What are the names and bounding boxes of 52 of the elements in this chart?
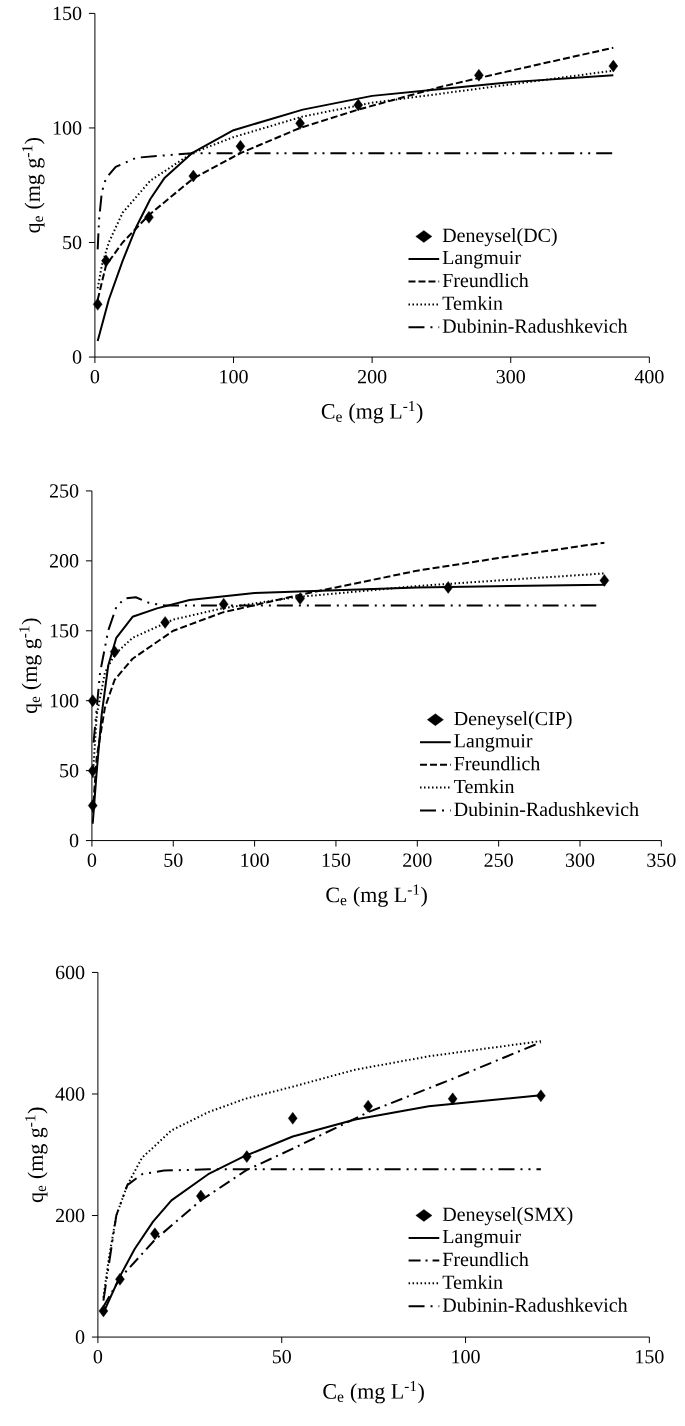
legend-label: Temkin bbox=[453, 779, 515, 794]
legend-label: Dubinin-Radushkevich bbox=[442, 1297, 628, 1312]
y-tick-label: 50 bbox=[63, 235, 82, 250]
y-tick-label: 100 bbox=[53, 121, 82, 135]
y-tick-label: 150 bbox=[53, 6, 82, 21]
legend-label: Langmuir bbox=[442, 250, 521, 269]
y-tick-label: 200 bbox=[55, 1208, 85, 1223]
x-axis-title: C$_{e}$ (mg L$^{-1}$) bbox=[321, 400, 423, 424]
legend-label: Freundlich bbox=[442, 1252, 529, 1267]
legend-label: Deneysel(DC) bbox=[442, 228, 557, 247]
legend-label: Freundlich bbox=[454, 756, 540, 771]
y-axis-title: q$_{e}$ (mg g$^{-1}$) bbox=[21, 138, 45, 233]
x-tick-label: 200 bbox=[357, 369, 387, 384]
y-tick-label: 0 bbox=[75, 1330, 85, 1344]
x-axis-title: C$_{e}$ (mg L$^{-1}$) bbox=[326, 884, 427, 907]
y-tick-label: 50 bbox=[60, 763, 79, 778]
x-tick-label: 0 bbox=[90, 369, 99, 384]
y-tick-label: 0 bbox=[72, 350, 82, 364]
x-tick-label: 250 bbox=[484, 853, 513, 867]
y-tick-label: 250 bbox=[49, 484, 79, 498]
y-axis-title: q$_{e}$ (mg g$^{-1}$) bbox=[18, 618, 42, 714]
y-tick-label: 0 bbox=[69, 833, 79, 848]
legend-label: Deneysel(SMX) bbox=[442, 1207, 573, 1226]
x-tick-label: 0 bbox=[93, 1349, 102, 1364]
y-tick-label: 400 bbox=[55, 1087, 85, 1101]
x-tick-label: 100 bbox=[220, 369, 248, 384]
legend-label: Dubinin-Radushkevich bbox=[442, 318, 628, 333]
legend-label: Langmuir bbox=[442, 1229, 521, 1248]
x-tick-label: 200 bbox=[403, 853, 432, 867]
x-tick-label: 300 bbox=[496, 369, 525, 384]
y-tick-label: 600 bbox=[55, 965, 85, 980]
y-tick-label: 200 bbox=[49, 554, 79, 568]
x-tick-label: 300 bbox=[565, 853, 595, 867]
x-tick-label: 50 bbox=[164, 853, 183, 867]
x-tick-label: 100 bbox=[452, 1349, 480, 1364]
x-tick-label: 0 bbox=[87, 853, 96, 867]
legend-label: Freundlich bbox=[442, 273, 529, 288]
y-axis-title: q$_{e}$ (mg g$^{-1}$) bbox=[24, 1107, 48, 1203]
y-tick-label: 100 bbox=[50, 693, 79, 708]
x-tick-label: 350 bbox=[647, 853, 676, 867]
x-tick-label: 50 bbox=[272, 1349, 291, 1364]
x-tick-label: 150 bbox=[322, 853, 351, 867]
x-tick-label: 150 bbox=[635, 1349, 664, 1364]
legend-label: Temkin bbox=[442, 295, 503, 311]
x-tick-label: 100 bbox=[241, 853, 269, 867]
x-axis-title: C$_{e}$ (mg L$^{-1}$) bbox=[323, 1380, 424, 1404]
legend-label: Dubinin-Radushkevich bbox=[454, 802, 639, 817]
legend-label: Temkin bbox=[442, 1274, 503, 1289]
x-tick-label: 400 bbox=[634, 369, 664, 384]
y-tick-label: 150 bbox=[50, 624, 79, 638]
legend-label: Deneysel(CIP) bbox=[454, 711, 572, 730]
legend-label: Langmuir bbox=[454, 734, 533, 752]
